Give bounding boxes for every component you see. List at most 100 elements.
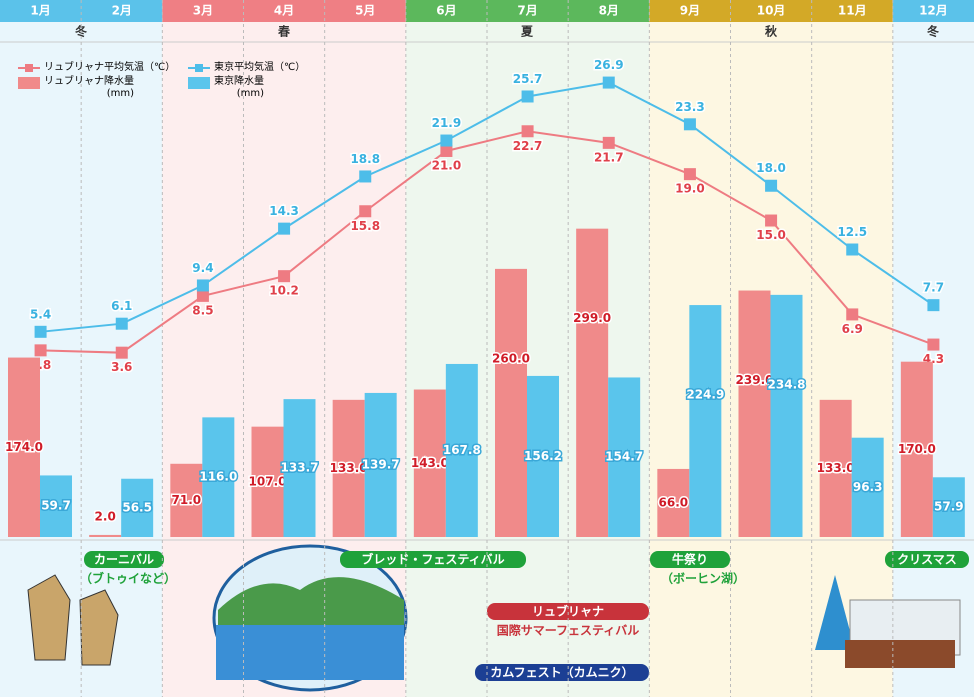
temperature-label: 7.7 [923,281,944,295]
bar-value-label: 71.0 [172,493,202,507]
temperature-label: 23.3 [675,100,705,114]
temperature-marker [521,90,534,103]
month-label: 3月 [193,4,213,18]
season-label: 夏 [521,25,534,39]
temperature-marker [927,338,940,351]
temperature-label: 22.7 [513,139,543,153]
season-label: 冬 [927,24,939,39]
month-label: 11月 [838,4,867,18]
temperature-marker [359,170,372,183]
temperature-label: 3.6 [111,360,132,374]
bar-value-label: 2.0 [95,510,116,524]
bar-value-label: 170.0 [898,442,936,456]
bar-value-label: 133.0 [817,461,855,475]
bar [495,268,527,537]
bar-value-label: 167.8 [443,443,481,457]
bar [40,475,72,537]
bar [202,417,235,537]
bar [932,477,965,537]
temperature-marker [359,205,372,218]
temperature-marker [196,289,209,302]
event-label: クリスマス [897,553,957,567]
bar [608,377,641,537]
illustrations [27,544,961,692]
bar-value-label: 239.0 [736,373,774,387]
legend-marker [25,64,33,72]
season-label: 春 [277,24,291,39]
month-label: 2月 [112,4,132,18]
temperature-label: 21.7 [594,150,624,164]
bar-value-label: 66.0 [659,495,689,509]
bar [657,468,690,537]
bar [527,375,559,537]
month-label: 12月 [919,4,948,18]
month-label: 7月 [517,4,537,18]
temperature-label: 25.7 [513,72,543,86]
bar [89,534,122,537]
bar-value-label: 56.5 [122,500,152,514]
temperature-label: 18.0 [756,161,786,175]
month-label: 8月 [599,4,619,18]
bar-value-label: 139.7 [362,457,400,471]
temperature-marker [683,118,696,131]
temperature-label: 8.5 [192,303,213,317]
temperature-marker [846,308,859,321]
bar-value-label: 96.3 [853,480,883,494]
bar [283,399,316,537]
season-labels: 冬 春 夏 秋 冬 [75,24,939,39]
bar-value-label: 154.7 [605,450,643,464]
temperature-marker [440,144,453,157]
temperature-marker [196,279,209,292]
bar-value-label: 224.9 [686,388,724,402]
temperature-label: 21.9 [432,116,462,130]
temperature-marker [278,270,291,283]
month-label: 4月 [274,4,294,18]
month-label: 1月 [30,4,50,18]
bar-value-label: 299.0 [573,311,611,325]
temperature-marker [34,344,47,357]
temperature-label: 9.4 [192,261,213,275]
events: カーニバル （ブトゥイなど） ブレッド・フェスティバル 牛祭り （ボーヒン湖） … [80,551,969,681]
event-label: （ブトゥイなど） [80,571,176,586]
month-label: 9月 [680,4,700,18]
temperature-label: 14.3 [269,204,299,218]
bar [364,392,397,537]
bar-value-label: 174.0 [5,440,43,454]
bar-value-label: 133.0 [330,461,368,475]
event-label: リュブリャナ [532,604,604,619]
bar [900,361,933,537]
temperature-marker [846,243,859,256]
legend-entry: 東京平均気温（℃） [214,62,306,73]
month-label: 10月 [757,4,786,18]
month-label: 5月 [355,4,375,18]
temperature-label: 21.0 [432,158,462,172]
event-label: カーニバル [94,553,154,567]
temperature-label: 12.5 [837,225,867,239]
bar [121,478,154,537]
temperature-label: 19.0 [675,182,705,196]
event-label: カムフェスト（カムニク） [490,665,633,680]
temperature-marker [602,136,615,149]
temperature-line [40,130,934,354]
temperature-marker [521,125,534,138]
bar-value-label: 234.8 [768,377,806,391]
temperature-label: 26.9 [594,58,624,72]
legend-swatch [18,77,40,89]
temperature-marker [115,346,128,359]
legend-entry: リュブリャナ降水量 (mm) [44,76,134,99]
bar [819,399,852,537]
temperature-marker [602,76,615,89]
temperature-marker [765,179,778,192]
temperature-label: 5.4 [30,307,51,321]
temperature-label: 15.8 [350,219,380,233]
temperature-label: 10.2 [269,284,299,298]
bar-value-label: 143.0 [411,456,449,470]
bar-value-label: 116.0 [199,470,237,484]
temperature-label: 6.1 [111,299,132,313]
temperature-marker [765,214,778,227]
temperature-label: 18.8 [350,152,380,166]
temperature-marker [927,299,940,312]
bar [332,399,365,537]
